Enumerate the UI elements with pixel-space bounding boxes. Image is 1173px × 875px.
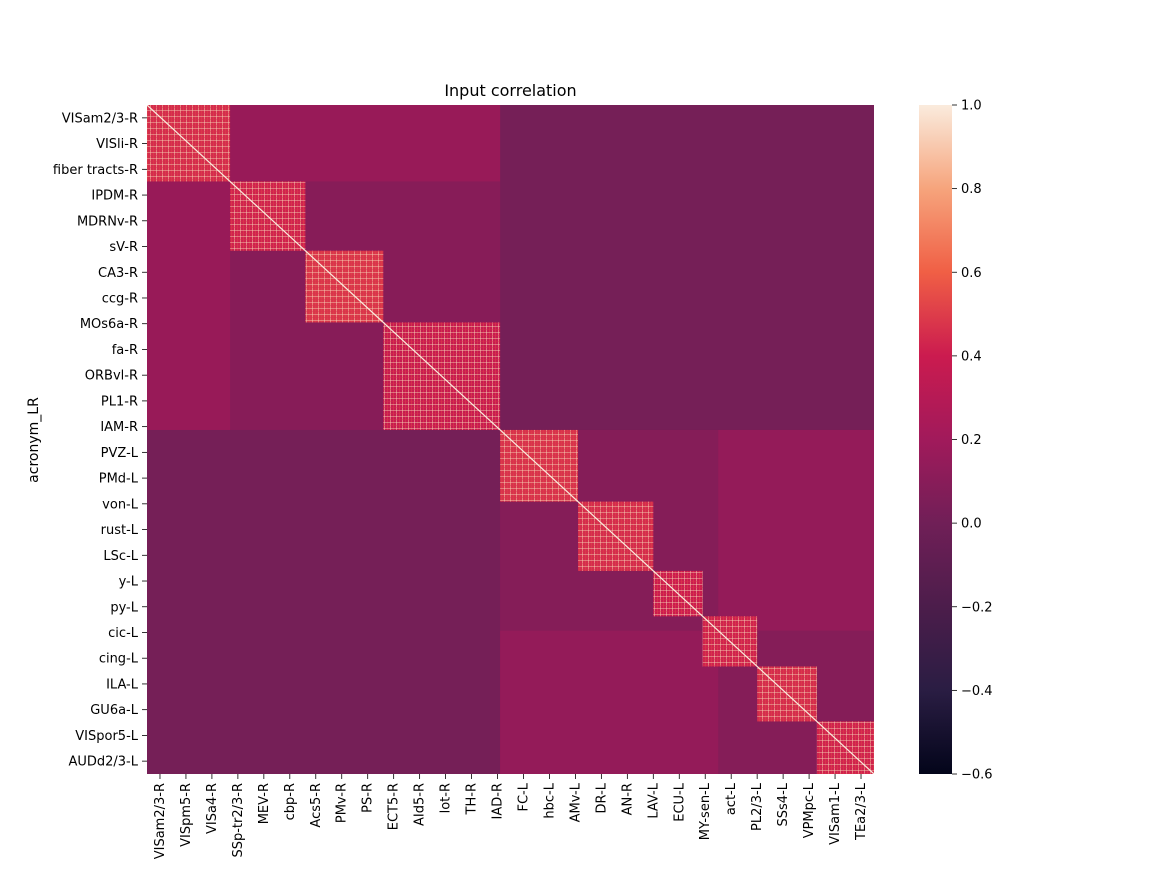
y-tick-label: IAM-R [100, 420, 138, 435]
heatmap-cells [147, 105, 874, 774]
y-tick-label: CA3-R [98, 266, 138, 281]
x-tick-label: SSs4-L [776, 782, 791, 826]
y-tick-label: ccg-R [102, 291, 138, 306]
x-tick-label: ECU-L [672, 782, 687, 821]
y-tick-label: GU6a-L [90, 703, 139, 718]
colorbar-tick-label: 0.6 [961, 266, 982, 281]
x-tick-label: PMv-R [335, 783, 350, 823]
colorbar-tick-label: −0.2 [961, 600, 993, 615]
colorbar-tick-label: 0.0 [961, 517, 982, 532]
x-tick-label: IAD-R [491, 783, 506, 819]
x-tick-label: cbp-R [283, 783, 298, 820]
x-tick-label: TH-R [465, 783, 480, 815]
chart-title: Input correlation [444, 81, 576, 100]
y-tick-label: VISam2/3-R [62, 111, 138, 126]
x-tick-label: act-L [724, 782, 739, 815]
y-tick-label: MOs6a-R [80, 317, 138, 332]
x-tick-label: FC-L [516, 782, 531, 811]
y-tick-label: y-L [119, 575, 139, 590]
x-tick-label: ECT5-R [387, 783, 402, 830]
x-tick-label: AId5-R [413, 783, 428, 826]
y-tick-label: LSc-L [103, 549, 138, 564]
x-tick-label: VISam2/3-R [153, 783, 168, 859]
x-tick-label: VPMpc-L [802, 782, 817, 838]
x-tick-label: VISa4-R [205, 783, 220, 834]
y-tick-label: py-L [110, 600, 138, 615]
heatmap-cross-block [230, 105, 501, 182]
x-tick-label: AMv-L [568, 782, 583, 822]
y-tick-label: PMd-L [99, 472, 139, 487]
y-axis-ticks: VISam2/3-R VISli-R fiber tracts-R IPDM-R MDR… [53, 111, 147, 770]
x-tick-label: Acs5-R [309, 783, 324, 828]
y-tick-label: MDRNv-R [77, 214, 138, 229]
x-tick-label: hbc-L [542, 782, 557, 818]
colorbar-tick-label: 0.2 [961, 433, 982, 448]
y-tick-label: VISli-R [96, 137, 138, 152]
y-axis-label: acronym_LR [26, 397, 42, 483]
y-tick-label: AUDd2/3-L [68, 755, 138, 770]
colorbar [919, 105, 952, 774]
y-tick-label: cic-L [108, 626, 139, 641]
x-tick-label: PL2/3-L [750, 782, 765, 831]
colorbar-tick-label: 1.0 [961, 99, 982, 114]
x-tick-label: MY-sen-L [698, 782, 713, 840]
x-tick-label: MEV-R [257, 783, 272, 824]
x-tick-label: lot-R [439, 783, 454, 813]
colorbar-ticks: 1.0 0.8 0.6 0.4 0.2 0.0 −0.2 −0.4 −0.6 [952, 99, 993, 783]
heatmap-diagonal-line [147, 105, 874, 774]
y-tick-label: IPDM-R [91, 189, 138, 204]
x-tick-label: PS-R [361, 783, 376, 813]
y-tick-label: von-L [102, 497, 139, 512]
y-tick-label: ILA-L [106, 677, 139, 692]
x-tick-label: SSp-tr2/3-R [231, 783, 246, 858]
colorbar-tick-label: 0.8 [961, 182, 982, 197]
heatmap-cross-block [718, 429, 874, 631]
y-tick-label: PVZ-L [101, 446, 139, 461]
x-tick-label: VISpm5-R [179, 783, 194, 847]
x-axis-ticks: VISam2/3-R VISpm5-R VISa4-R SSp-tr2/3-R MEV-… [153, 774, 869, 859]
heatmap-cross-block-mirror [500, 630, 719, 774]
x-tick-label: DR-L [594, 782, 609, 813]
x-tick-label: VISam1-L [828, 782, 843, 845]
x-tick-label: TEa2/3-L [854, 782, 869, 841]
colorbar-tick-label: −0.6 [961, 768, 993, 783]
y-tick-label: VISpor5-L [75, 729, 138, 744]
colorbar-tick-label: −0.4 [961, 684, 993, 699]
y-tick-label: fa-R [112, 343, 138, 358]
x-tick-label: AN-R [620, 783, 635, 815]
x-tick-label: LAV-L [646, 782, 661, 818]
y-tick-label: ORBvl-R [85, 369, 138, 384]
colorbar-tick-label: 0.4 [961, 349, 982, 364]
y-tick-label: fiber tracts-R [53, 163, 138, 178]
y-tick-label: rust-L [101, 523, 139, 538]
y-tick-label: PL1-R [101, 394, 138, 409]
y-tick-label: cing-L [99, 652, 139, 667]
y-tick-label: sV-R [109, 240, 138, 255]
heatmap-cross-block-mirror [147, 181, 231, 430]
